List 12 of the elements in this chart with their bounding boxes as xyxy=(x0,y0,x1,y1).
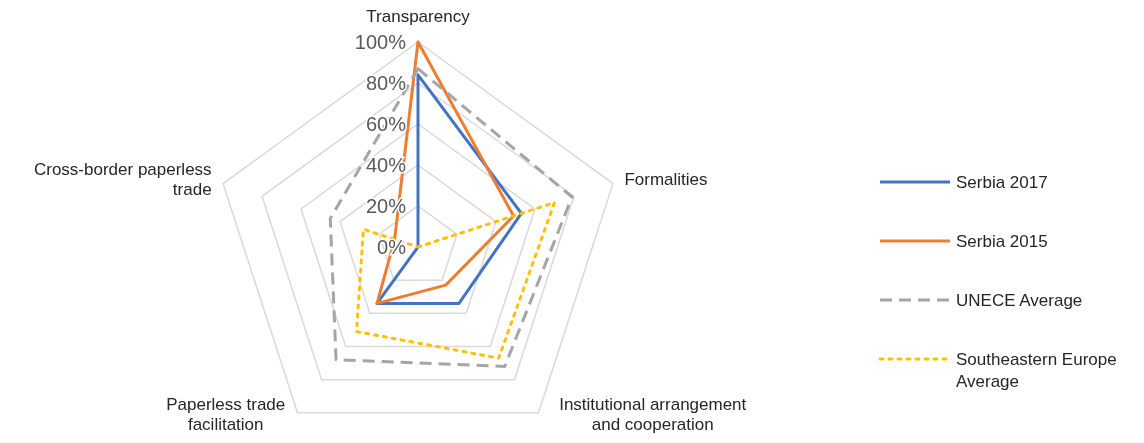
legend-label: Serbia 2015 xyxy=(956,232,1048,251)
legend-label: Serbia 2017 xyxy=(956,173,1048,192)
spoke-label: Formalities xyxy=(624,169,708,189)
y-tick-label: 60% xyxy=(365,113,407,135)
y-tick-label: 100% xyxy=(354,31,407,53)
legend-label: UNECE Average xyxy=(956,291,1083,310)
y-tick-label: 80% xyxy=(365,72,407,94)
legend-label: Southeastern Europe Average xyxy=(956,350,1117,391)
spoke-label: Transparency xyxy=(366,7,471,26)
spoke-label: Institutional arrangement and cooperation xyxy=(559,394,747,434)
spoke-label: Cross-border paperless trade xyxy=(33,159,212,199)
spoke-label: Paperless trade facilitation xyxy=(166,394,286,434)
